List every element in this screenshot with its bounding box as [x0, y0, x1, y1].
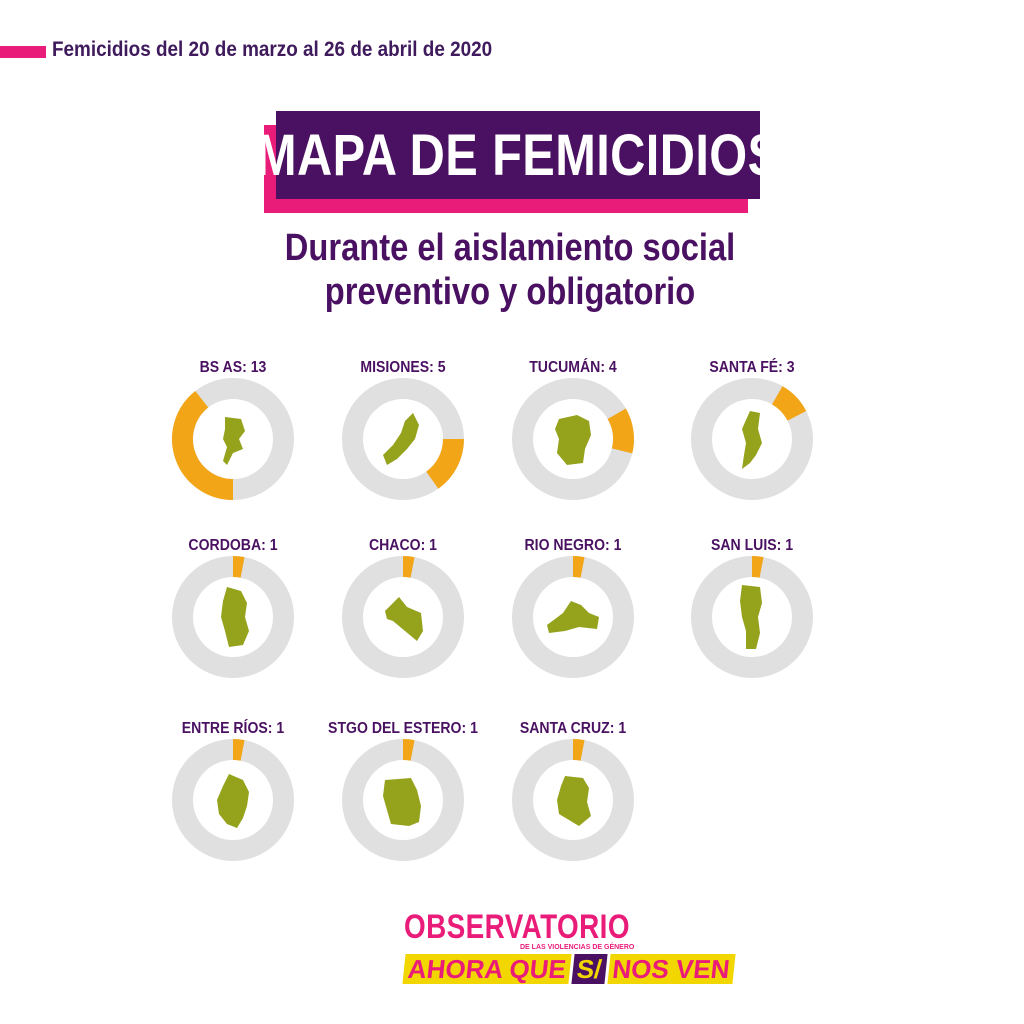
province-map-rio-negro	[547, 601, 599, 633]
province-map-stgo-del-estero	[383, 778, 421, 826]
donut-value-arc-bs-as	[172, 391, 234, 500]
donut-value-arc-santa-fe	[771, 386, 807, 422]
province-map-entre-rios	[217, 774, 249, 828]
title-banner: MAPA DE FEMICIDIOS	[256, 111, 780, 199]
province-map-tucuman	[555, 415, 591, 465]
province-map-santa-fe	[742, 411, 762, 469]
donut-value-arc-cordoba	[232, 555, 245, 578]
logo-slogan: AHORA QUE S/ NOS VEN	[402, 952, 736, 986]
donut-label-tucuman: TUCUMÁN: 4	[529, 358, 617, 376]
subtitle: Durante el aislamiento social preventivo…	[180, 226, 840, 314]
header-accent-bar	[0, 46, 46, 58]
donut-value-arc-tucuman	[607, 408, 634, 454]
province-map-cordoba	[221, 587, 249, 647]
logo-tagline: DE LAS VIOLENCIAS DE GÉNERO	[520, 944, 635, 951]
donut-label-santa-fe: SANTA FÉ: 3	[709, 358, 794, 376]
donut-value-arc-chaco	[402, 555, 415, 578]
subtitle-line-1: Durante el aislamiento social	[284, 227, 736, 269]
donut-chart-grid: BS AS: 13 MISIONES: 5 TUCUMÁN: 4 SANTA FÉ: …	[172, 358, 813, 861]
donut-label-misiones: MISIONES: 5	[360, 358, 445, 376]
donut-value-arc-rio-negro	[572, 555, 585, 578]
logo-slogan-part-1: AHORA QUE	[402, 954, 572, 984]
province-map-santa-cruz	[557, 776, 591, 826]
donut-label-stgo-del-estero: STGO DEL ESTERO: 1	[328, 719, 478, 737]
donut-label-cordoba: CORDOBA: 1	[188, 536, 277, 554]
logo-title: OBSERVATORIO	[404, 908, 630, 946]
logo-slogan-part-2: S/	[571, 954, 608, 984]
donut-label-rio-negro: RIO NEGRO: 1	[525, 536, 622, 554]
logo-slogan-part-3: NOS VEN	[606, 954, 736, 984]
date-range-label: Femicidios del 20 de marzo al 26 de abri…	[52, 38, 493, 61]
donut-ring-santa-fe	[691, 378, 813, 500]
donut-label-entre-rios: ENTRE RÍOS: 1	[182, 719, 284, 737]
donut-value-arc-entre-rios	[232, 738, 245, 761]
donut-value-arc-santa-cruz	[572, 738, 585, 761]
page-title: MAPA DE FEMICIDIOS	[255, 122, 781, 188]
donut-value-arc-misiones	[425, 438, 464, 489]
donut-value-arc-san-luis	[751, 555, 764, 578]
donut-label-san-luis: SAN LUIS: 1	[711, 536, 793, 554]
donut-label-bs-as: BS AS: 13	[200, 358, 267, 376]
donut-value-arc-stgo-del-estero	[402, 738, 415, 761]
subtitle-line-2: preventivo y obligatorio	[324, 271, 696, 313]
province-map-san-luis	[740, 585, 762, 649]
observatorio-logo: OBSERVATORIO DE LAS VIOLENCIAS DE GÉNERO…	[402, 908, 736, 998]
donut-label-santa-cruz: SANTA CRUZ: 1	[520, 719, 626, 737]
province-map-bs-as	[223, 417, 245, 465]
province-map-misiones	[383, 413, 419, 465]
donut-label-chaco: CHACO: 1	[369, 536, 437, 554]
province-map-chaco	[385, 597, 423, 641]
